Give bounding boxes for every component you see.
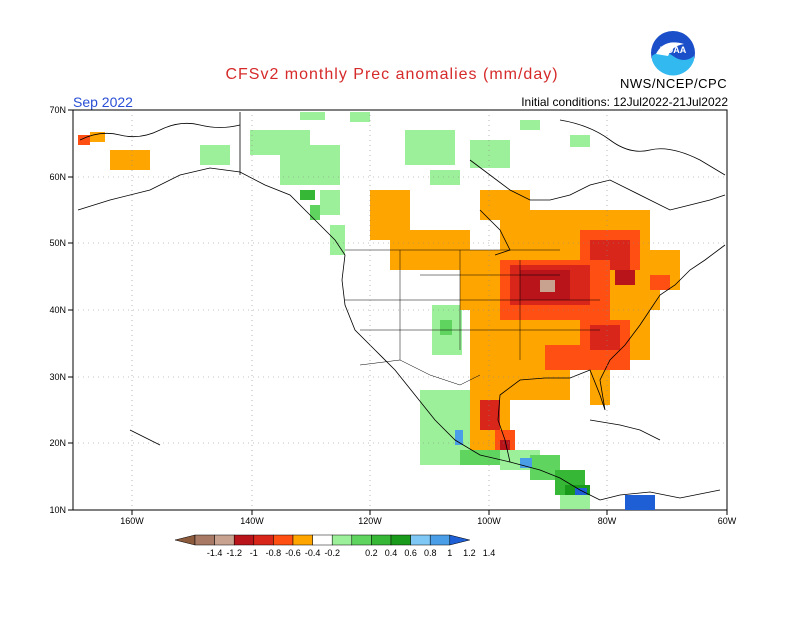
svg-text:NOAA: NOAA [660,45,687,55]
legend-label: 0.4 [385,548,398,558]
legend-label: -0.4 [305,548,321,558]
lat-label: 40N [49,305,66,315]
legend-swatch [253,534,274,546]
legend-swatch [331,534,353,546]
legend-swatch [390,534,411,546]
legend-label: -1.2 [226,548,242,558]
noaa-logo-icon: NOAA [651,31,695,76]
legend-label: 1.4 [483,548,496,558]
legend-label: -1.4 [207,548,223,558]
forecast-month: Sep 2022 [73,94,133,110]
legend-swatch [292,534,313,546]
legend-swatch [429,534,451,546]
legend-label: 0.8 [424,548,437,558]
legend-swatch [410,534,431,546]
lat-label: 70N [49,105,66,115]
legend-label: 0.6 [404,548,417,558]
borders [345,249,600,386]
coastlines [77,112,726,501]
initial-conditions: Initial conditions: 12Jul2022-21Jul2022 [521,95,728,109]
legend-label: 0.2 [365,548,378,558]
legend-swatch [214,534,235,546]
graticule [73,110,727,510]
lat-label: 20N [49,438,66,448]
legend-label: -1 [250,548,258,558]
legend-label: 1 [447,548,452,558]
lat-label: 60N [49,172,66,182]
legend-label: -0.2 [324,548,340,558]
lon-label: 120W [358,516,382,526]
legend-arrow-right [449,534,470,546]
legend-swatch [273,534,294,546]
lon-label: 100W [477,516,501,526]
legend-swatch [194,534,215,546]
map-title: CFSv2 monthly Prec anomalies (mm/day) [225,66,559,83]
lat-label: 10N [49,505,66,515]
agency-label: NWS/NCEP/CPC [620,76,728,91]
legend-swatch [371,534,392,546]
legend-label: 1.2 [463,548,476,558]
lat-label: 50N [49,238,66,248]
lon-label: 140W [240,516,264,526]
lat-label: 30N [49,372,66,382]
lon-label: 80W [598,516,617,526]
lon-label: 60W [718,516,737,526]
legend-swatch [233,534,255,546]
legend-swatch [312,534,333,546]
legend-swatch [351,534,372,546]
lon-label: 160W [120,516,144,526]
legend-label: -0.8 [266,548,282,558]
legend-label: -0.6 [285,548,301,558]
legend-arrow-left [174,534,196,546]
